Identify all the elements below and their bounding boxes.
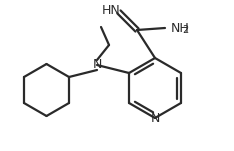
Text: N: N (92, 58, 102, 72)
Text: 2: 2 (182, 25, 188, 35)
Text: N: N (150, 111, 160, 125)
Text: NH: NH (171, 21, 190, 34)
Text: HN: HN (102, 3, 120, 16)
